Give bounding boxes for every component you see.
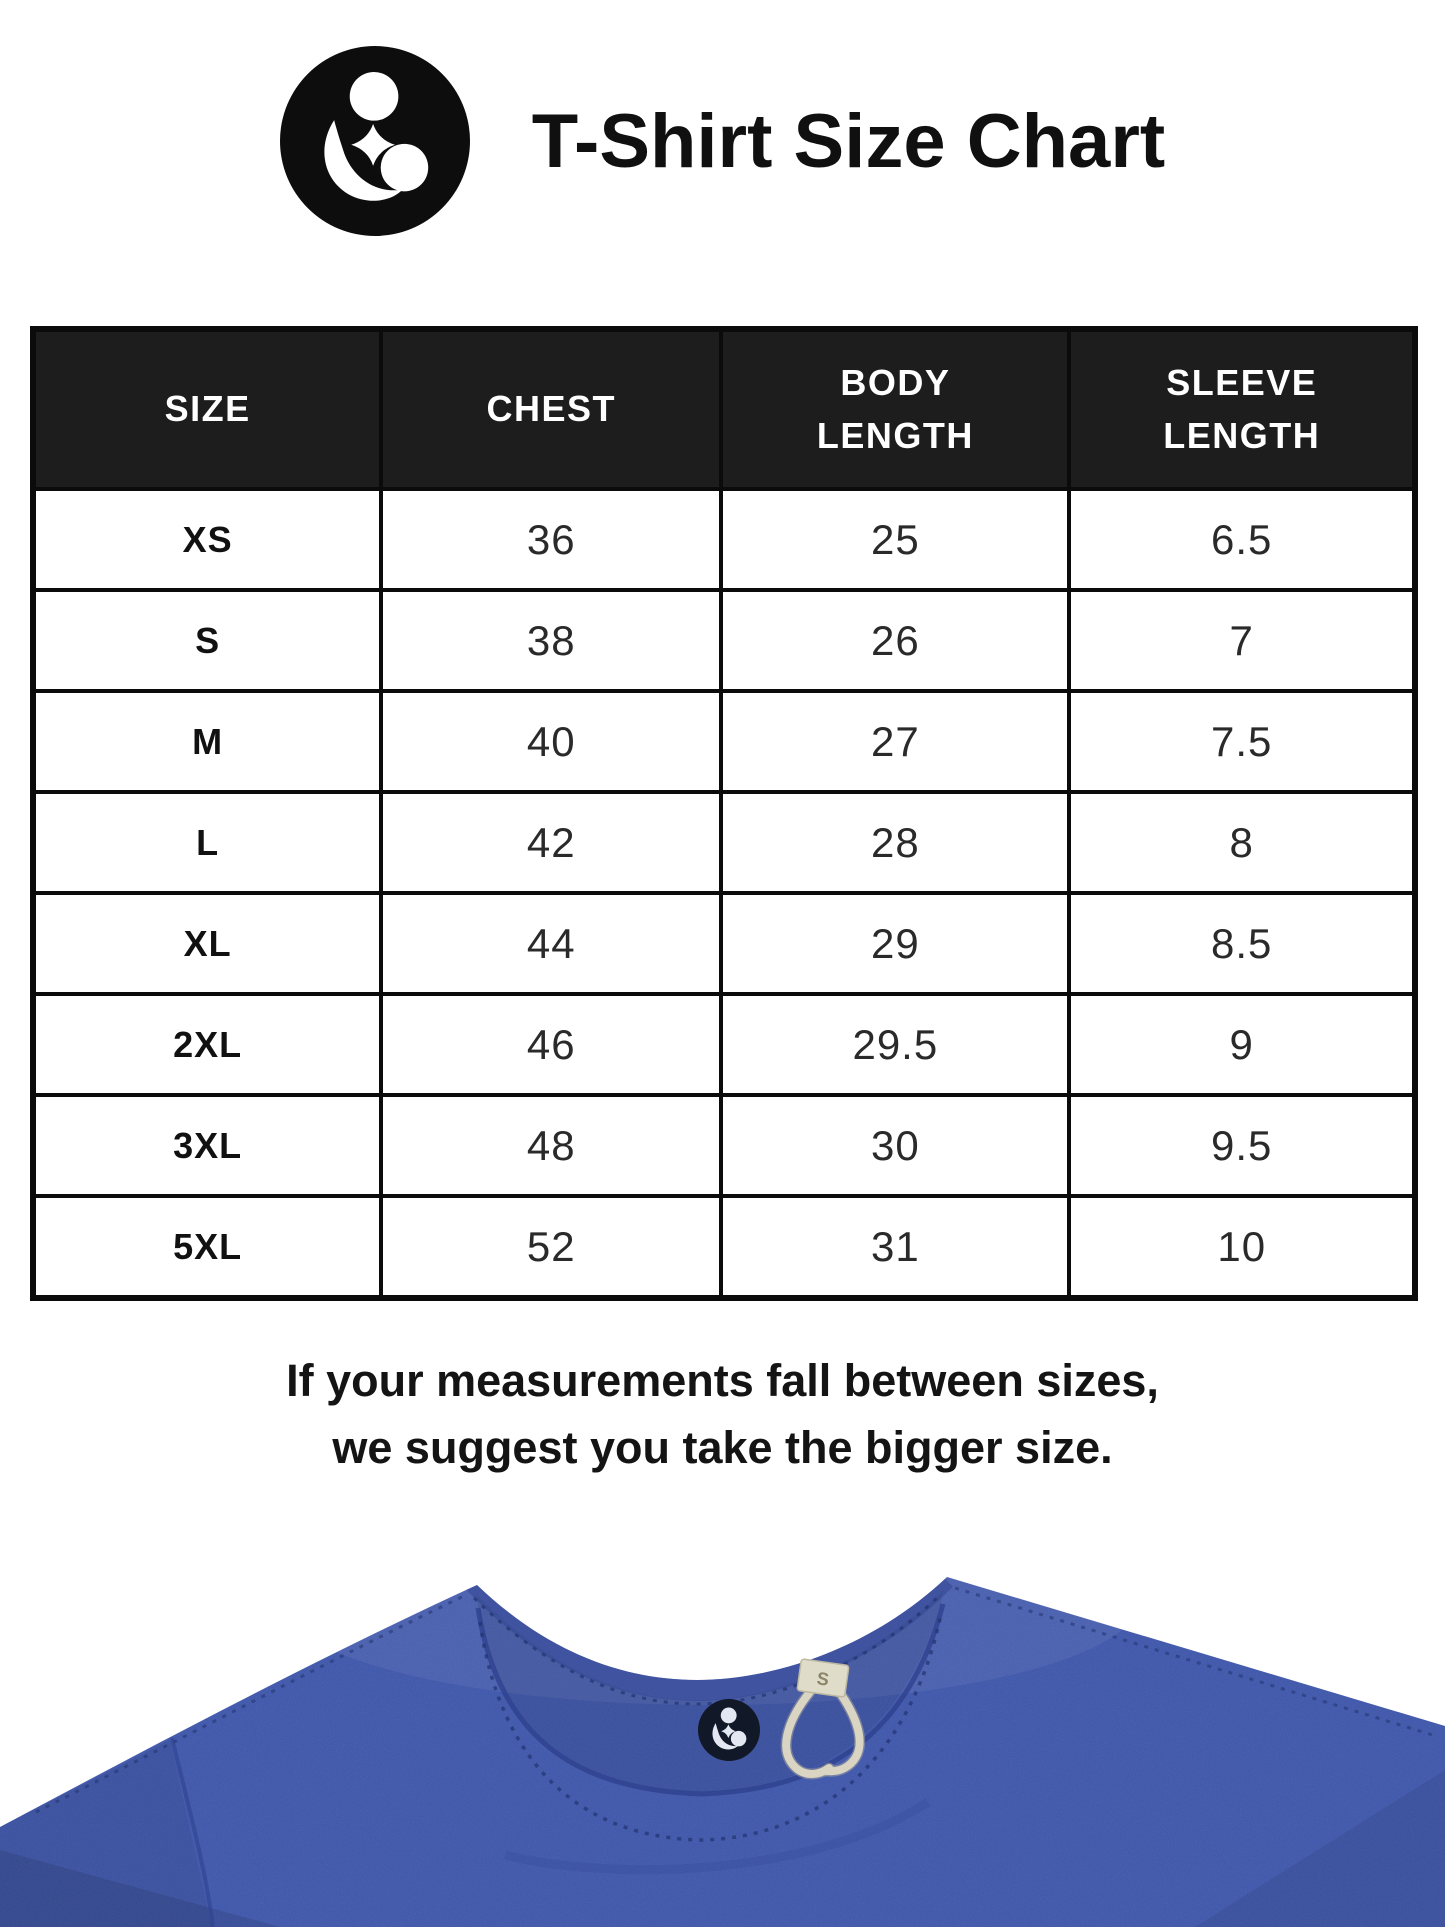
back-collar-band [466,1577,953,1702]
page-title: T-Shirt Size Chart [531,98,1166,184]
size-cell: 5XL [30,1194,384,1300]
measurement-cell: 29 [719,891,1072,996]
measurement-cell: 42 [379,790,724,895]
column-header-size: SIZE [30,327,384,491]
tshirt-photo: S [0,1550,1445,1927]
measurement-cell: 7.5 [1067,689,1417,794]
brand-logo-icon [279,46,470,236]
table-row: L 42 28 8 [30,790,1417,895]
size-cell: XS [30,487,384,592]
column-header-sleeve-length: SLEEVE LENGTH [1067,327,1417,491]
column-header-body-length: BODY LENGTH [719,327,1072,491]
table-row: S 38 26 7 [30,588,1417,693]
measurement-cell: 26 [719,588,1072,693]
size-cell: S [30,588,384,693]
right-shoulder-stitch [954,1586,1437,1738]
measurement-cell: 38 [379,588,724,693]
size-cell: 3XL [30,1093,384,1198]
table-row: 3XL 48 30 9.5 [30,1093,1417,1198]
neck-tag [698,1699,760,1761]
measurement-cell: 9.5 [1067,1093,1417,1198]
measurement-cell: 31 [719,1194,1072,1300]
size-chart-table: SIZE CHEST BODY LENGTH SLEEVE LENGTH XS 3… [30,326,1418,1301]
measurement-cell: 9 [1067,992,1417,1097]
measurement-cell: 44 [379,891,724,996]
sizing-note-line-2: we suggest you take the bigger size. [332,1421,1113,1473]
brand-header: T-Shirt Size Chart [0,45,1445,237]
sizing-note: If your measurements fall between sizes,… [0,1348,1445,1481]
back-collar-stitch [472,1592,943,1706]
table-header-row: SIZE CHEST BODY LENGTH SLEEVE LENGTH [30,327,1417,491]
table-row: 5XL 52 31 10 [30,1194,1417,1300]
measurement-cell: 8.5 [1067,891,1417,996]
left-sleeve-shade [0,1740,212,1927]
table-row: XL 44 29 8.5 [30,891,1417,996]
table-row: XS 36 25 6.5 [30,487,1417,592]
measurement-cell: 8 [1067,790,1417,895]
right-fold-shadow [1195,1770,1445,1927]
collar-inner-shade [476,1590,944,1792]
tshirt-collar-illustration: S [0,1577,1445,1927]
measurement-cell: 46 [379,992,724,1097]
below-collar-fold [503,1798,931,1875]
size-cell: L [30,790,384,895]
front-collar-inner-edge [475,1603,946,1797]
front-collar-stitch [478,1613,943,1842]
left-shoulder-stitch [35,1592,469,1814]
left-sleeve-seam [170,1737,215,1927]
measurement-cell: 7 [1067,588,1417,693]
measurement-cell: 10 [1067,1194,1417,1300]
sizing-note-line-1: If your measurements fall between sizes, [286,1355,1159,1406]
measurement-cell: 25 [719,487,1072,592]
loop-size-tab: S [796,1658,850,1698]
measurement-cell: 29.5 [719,992,1072,1097]
hanger-loop: S [780,1658,866,1780]
measurement-cell: 48 [379,1093,724,1198]
loop-size-label: S [816,1668,831,1689]
size-cell: XL [30,891,384,996]
measurement-cell: 30 [719,1093,1072,1198]
measurement-cell: 36 [379,487,724,592]
measurement-cell: 27 [719,689,1072,794]
table-row: 2XL 46 29.5 9 [30,992,1417,1097]
measurement-cell: 40 [379,689,724,794]
measurement-cell: 52 [379,1194,724,1300]
size-cell: 2XL [30,992,384,1097]
table-row: M 40 27 7.5 [30,689,1417,794]
column-header-chest: CHEST [379,327,724,491]
measurement-cell: 28 [719,790,1072,895]
table-body: XS 36 25 6.5 S 38 26 7 M 40 27 7.5 L 42 28 8 XL 44 29 8.5 2X… [30,487,1417,1300]
measurement-cell: 6.5 [1067,487,1417,592]
size-cell: M [30,689,384,794]
